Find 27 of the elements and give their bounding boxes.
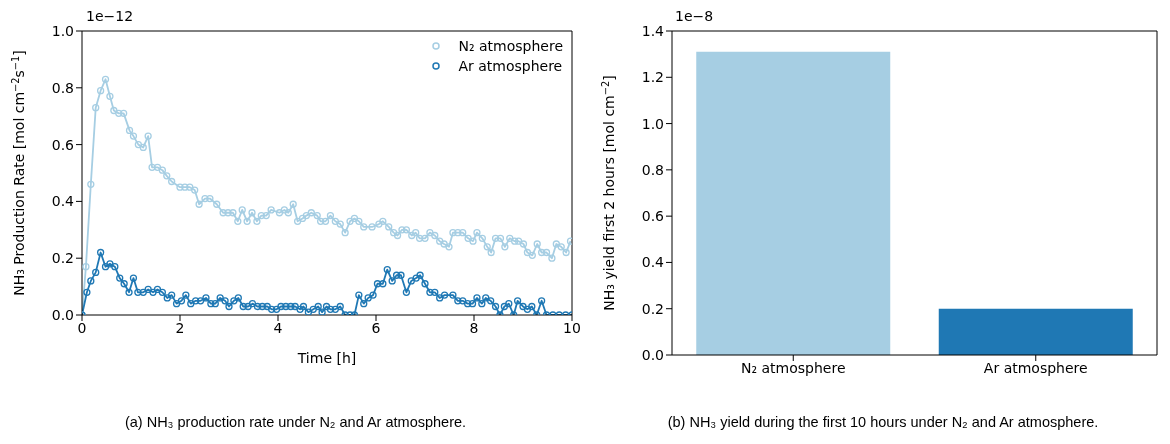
y-tick-label: 0.0 (641, 346, 664, 363)
y-tick-label: 1.0 (51, 22, 74, 39)
text: 1e−12 (86, 8, 134, 24)
text: 1e−8 (675, 8, 714, 24)
x-tick-label: 10 (563, 319, 581, 336)
y-tick-label: 0.4 (51, 193, 75, 210)
y-tick-label: 0.8 (51, 79, 74, 96)
y-tick-label: 1.4 (641, 22, 665, 39)
text: (a) NH₃ production rate under N₂ and Ar atmosphere. (123, 414, 468, 430)
text: (b) NH₃ yield during the first 10 hours under N₂ and Ar atmosphere. (666, 414, 1100, 430)
y-tick-label: 0.6 (641, 208, 665, 225)
x-tick-label: 4 (273, 319, 283, 336)
y-tick-label: 1.2 (641, 69, 664, 86)
x-tick-label: 2 (175, 319, 185, 336)
y-tick-label: 0.4 (641, 254, 665, 271)
x-tick-label: 8 (469, 319, 479, 336)
x-axis-title: Time [h] (296, 350, 357, 366)
y-tick-label: 0.6 (51, 136, 75, 153)
legend-label: N₂ atmosphere (458, 38, 563, 54)
y-tick-label: 0.0 (51, 306, 74, 323)
y-tick-label: 0.2 (51, 250, 74, 267)
y-tick-label: 1.0 (641, 115, 664, 132)
x-tick-label: 0 (77, 319, 87, 336)
x-tick-label: 6 (371, 319, 381, 336)
y-tick-label: 0.8 (641, 161, 664, 178)
y-tick-label: 0.2 (641, 300, 664, 317)
legend-label: Ar atmosphere (458, 58, 563, 74)
